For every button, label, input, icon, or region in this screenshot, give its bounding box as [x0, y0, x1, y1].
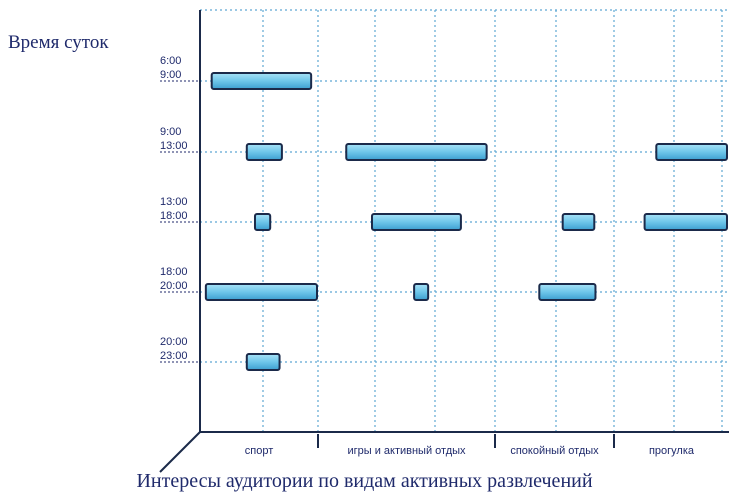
range-bar	[253, 213, 272, 231]
range-bar	[413, 283, 430, 301]
y-tick-label-to: 13:00	[160, 140, 188, 152]
range-bar	[655, 143, 728, 161]
x-tick-label: спорт	[245, 445, 274, 457]
range-bar	[538, 283, 597, 301]
range-bar	[210, 72, 313, 90]
y-axis-title: Время суток	[8, 32, 109, 53]
y-tick-label-from: 13:00	[160, 196, 188, 208]
range-bar	[643, 213, 728, 231]
x-tick-label: спокойный отдых	[510, 445, 599, 457]
range-bar	[245, 143, 283, 161]
x-axis-title: Интересы аудитории по видам активных раз…	[136, 470, 593, 492]
y-tick-label-from: 18:00	[160, 266, 188, 278]
range-bar	[245, 353, 281, 371]
y-tick-label-to: 23:00	[160, 350, 188, 362]
range-bar	[561, 213, 596, 231]
y-tick-label-from: 20:00	[160, 336, 188, 348]
y-tick-label-from: 9:00	[160, 126, 181, 138]
y-tick-label-to: 9:00	[160, 69, 181, 81]
x-tick-label: игры и активный отдых	[347, 445, 466, 457]
y-tick-label-to: 20:00	[160, 280, 188, 292]
range-bar	[204, 283, 319, 301]
range-bar	[345, 143, 488, 161]
y-tick-label-to: 18:00	[160, 210, 188, 222]
y-tick-label-from: 6:00	[160, 55, 181, 67]
range-bar	[370, 213, 462, 231]
axis-diagonal	[159, 431, 201, 473]
x-tick-label: прогулка	[649, 445, 695, 457]
